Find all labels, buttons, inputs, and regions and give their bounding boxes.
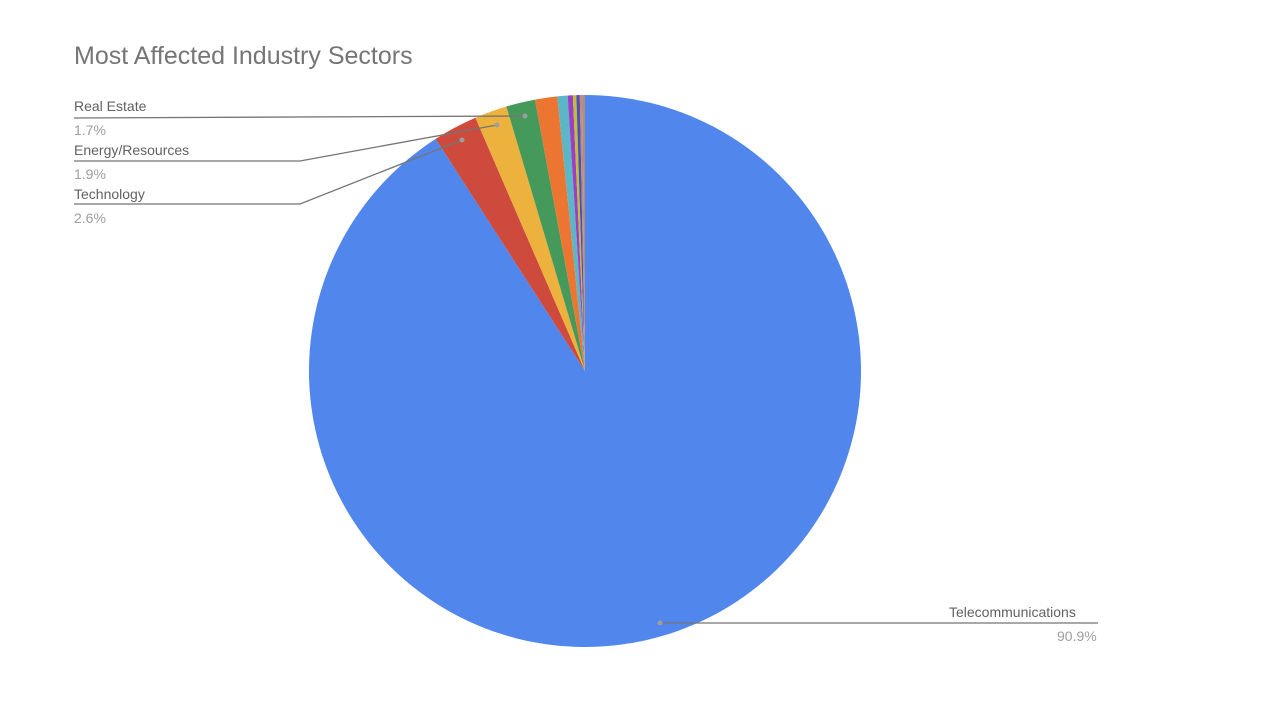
- pie-slice-real-estate: [506, 99, 585, 371]
- pie-slice-8: [576, 95, 585, 371]
- label-telecom: Telecommunications: [949, 604, 1076, 620]
- pie-slice-technology: [435, 117, 585, 371]
- pie-slice-4: [534, 96, 585, 371]
- callout-line-real-estate: [73, 115, 526, 119]
- chart-title: Most Affected Industry Sectors: [74, 42, 413, 70]
- pct-energy: 1.9%: [74, 166, 106, 182]
- callout-dots: [459, 113, 663, 626]
- pie-slice-7: [572, 95, 585, 371]
- label-energy: Energy/Resources: [74, 142, 190, 158]
- pie-slice-9: [579, 95, 585, 371]
- pie-slice-energy-resources: [475, 106, 585, 371]
- pie-slices: [309, 95, 861, 647]
- pct-technology: 2.6%: [74, 210, 106, 226]
- pie-slice-10: [582, 95, 585, 371]
- pie-slice-5: [557, 95, 585, 372]
- callout-lines: [73, 115, 1098, 624]
- callout-line-technology: [74, 139, 463, 205]
- label-real-estate: Real Estate: [74, 98, 147, 114]
- pct-telecom: 90.9%: [1057, 628, 1097, 644]
- pct-real-estate: 1.7%: [74, 122, 106, 138]
- pie-slice-6: [567, 95, 585, 371]
- label-technology: Technology: [74, 186, 145, 202]
- callout-line-energy: [74, 124, 498, 162]
